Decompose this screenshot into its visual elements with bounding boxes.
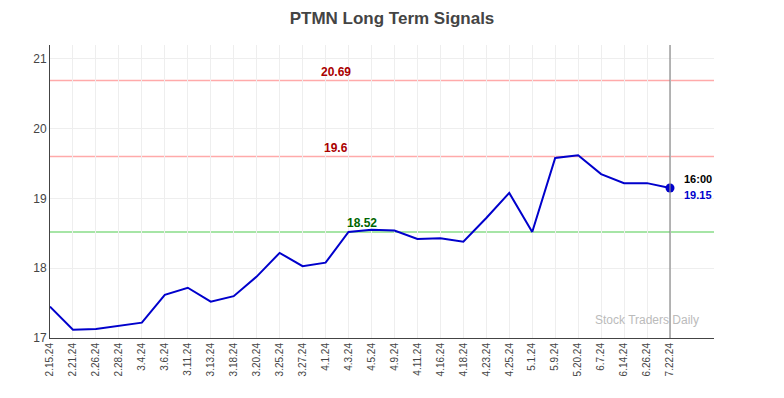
svg-text:21: 21 [33, 52, 47, 66]
svg-text:3.6.24: 3.6.24 [159, 343, 170, 371]
svg-text:4.9.24: 4.9.24 [389, 343, 400, 371]
svg-text:20.69: 20.69 [321, 65, 351, 79]
svg-text:4.1.24: 4.1.24 [320, 343, 331, 371]
svg-text:2.15.24: 2.15.24 [44, 343, 55, 377]
svg-text:3.25.24: 3.25.24 [274, 343, 285, 377]
svg-text:4.25.24: 4.25.24 [504, 343, 515, 377]
svg-text:5.1.24: 5.1.24 [526, 343, 537, 371]
svg-text:3.20.24: 3.20.24 [251, 343, 262, 377]
svg-text:5.9.24: 5.9.24 [549, 343, 560, 371]
svg-text:4.16.24: 4.16.24 [435, 343, 446, 377]
svg-text:18: 18 [33, 261, 47, 275]
svg-text:7.22.24: 7.22.24 [664, 343, 675, 377]
svg-text:19.15: 19.15 [684, 189, 712, 201]
svg-text:2.21.24: 2.21.24 [67, 343, 78, 377]
svg-text:3.18.24: 3.18.24 [228, 343, 239, 377]
svg-text:4.18.24: 4.18.24 [458, 343, 469, 377]
svg-text:4.5.24: 4.5.24 [366, 343, 377, 371]
svg-text:20: 20 [33, 122, 47, 136]
svg-text:2.26.24: 2.26.24 [90, 343, 101, 377]
svg-text:3.11.24: 3.11.24 [182, 343, 193, 376]
svg-text:16:00: 16:00 [684, 173, 712, 185]
svg-text:4.23.24: 4.23.24 [481, 343, 492, 377]
svg-text:PTMN Long Term Signals: PTMN Long Term Signals [290, 9, 495, 28]
svg-text:4.11.24: 4.11.24 [412, 343, 423, 376]
svg-text:3.4.24: 3.4.24 [136, 343, 147, 371]
svg-text:3.27.24: 3.27.24 [297, 343, 308, 377]
svg-text:3.13.24: 3.13.24 [205, 343, 216, 377]
svg-text:18.52: 18.52 [347, 216, 377, 230]
svg-text:5.20.24: 5.20.24 [572, 343, 583, 377]
svg-text:19.6: 19.6 [324, 141, 348, 155]
svg-text:6.14.24: 6.14.24 [618, 343, 629, 377]
svg-text:2.28.24: 2.28.24 [113, 343, 124, 377]
svg-text:17: 17 [33, 331, 47, 345]
svg-text:6.26.24: 6.26.24 [641, 343, 652, 377]
svg-text:19: 19 [33, 192, 47, 206]
svg-text:6.7.24: 6.7.24 [595, 343, 606, 371]
svg-text:Stock Traders Daily: Stock Traders Daily [595, 313, 699, 327]
svg-text:4.3.24: 4.3.24 [343, 343, 354, 371]
